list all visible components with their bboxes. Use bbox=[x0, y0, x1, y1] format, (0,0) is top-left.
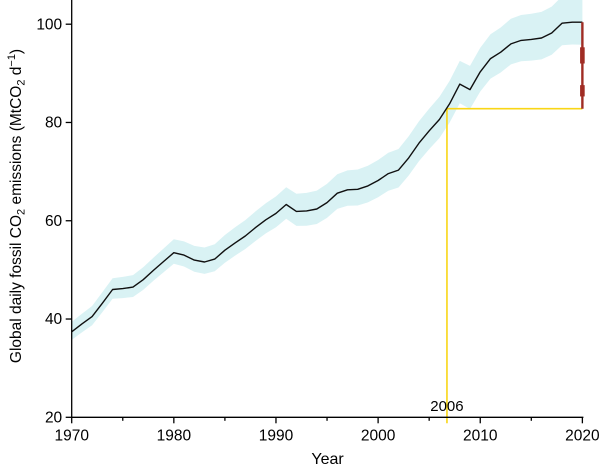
x-axis-title: Year bbox=[311, 451, 344, 468]
x-tick-label: 2000 bbox=[361, 428, 396, 445]
x-tick-label: 2020 bbox=[565, 428, 600, 445]
y-tick-label: 80 bbox=[45, 115, 63, 132]
x-tick-label: 1980 bbox=[157, 428, 192, 445]
x-tick-label: 1990 bbox=[259, 428, 294, 445]
y-tick-label: 40 bbox=[45, 311, 63, 328]
y-tick-label: 100 bbox=[36, 16, 62, 33]
uncertainty-band bbox=[71, 0, 583, 340]
x-tick-label: 1970 bbox=[54, 428, 89, 445]
emissions-line bbox=[71, 21, 583, 333]
y-tick-label: 60 bbox=[45, 213, 63, 230]
y-axis-title: Global daily fossil CO2 emissions (MtCO2… bbox=[6, 49, 28, 363]
x-tick-label: 2010 bbox=[463, 428, 498, 445]
annotation-2006: 2006 bbox=[430, 398, 463, 415]
y-tick-label: 20 bbox=[45, 410, 63, 427]
